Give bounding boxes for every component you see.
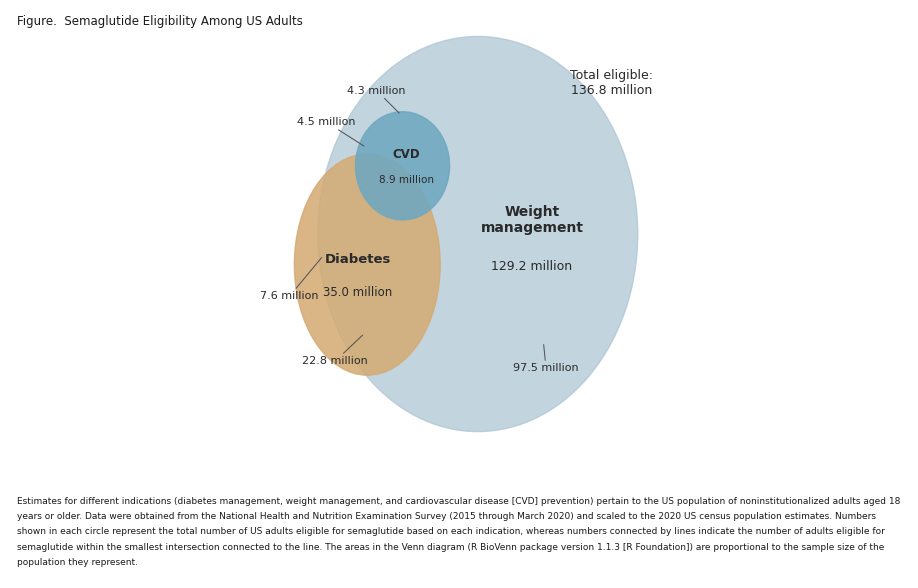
Text: CVD: CVD [393, 148, 420, 161]
Text: Figure.  Semaglutide Eligibility Among US Adults: Figure. Semaglutide Eligibility Among US… [17, 15, 302, 28]
Text: 97.5 million: 97.5 million [513, 345, 579, 373]
Text: Diabetes: Diabetes [325, 253, 391, 266]
Text: Weight
management: Weight management [480, 205, 584, 235]
Text: 35.0 million: 35.0 million [323, 286, 393, 299]
Text: Estimates for different indications (diabetes management, weight management, and: Estimates for different indications (dia… [17, 497, 900, 506]
Text: years or older. Data were obtained from the National Health and Nutrition Examin: years or older. Data were obtained from … [17, 512, 876, 521]
Text: 4.3 million: 4.3 million [347, 85, 406, 113]
Ellipse shape [318, 36, 638, 432]
Ellipse shape [355, 112, 450, 220]
Text: 7.6 million: 7.6 million [261, 258, 321, 301]
Ellipse shape [295, 154, 441, 375]
Text: Total eligible:
136.8 million: Total eligible: 136.8 million [570, 69, 654, 96]
Text: population they represent.: population they represent. [17, 558, 138, 567]
Text: shown in each circle represent the total number of US adults eligible for semagl: shown in each circle represent the total… [17, 527, 884, 536]
Text: semaglutide within the smallest intersection connected to the line. The areas in: semaglutide within the smallest intersec… [17, 543, 884, 552]
Text: 8.9 million: 8.9 million [379, 175, 434, 185]
Text: 129.2 million: 129.2 million [491, 260, 573, 273]
Text: 22.8 million: 22.8 million [302, 335, 368, 366]
Text: 4.5 million: 4.5 million [297, 117, 364, 146]
